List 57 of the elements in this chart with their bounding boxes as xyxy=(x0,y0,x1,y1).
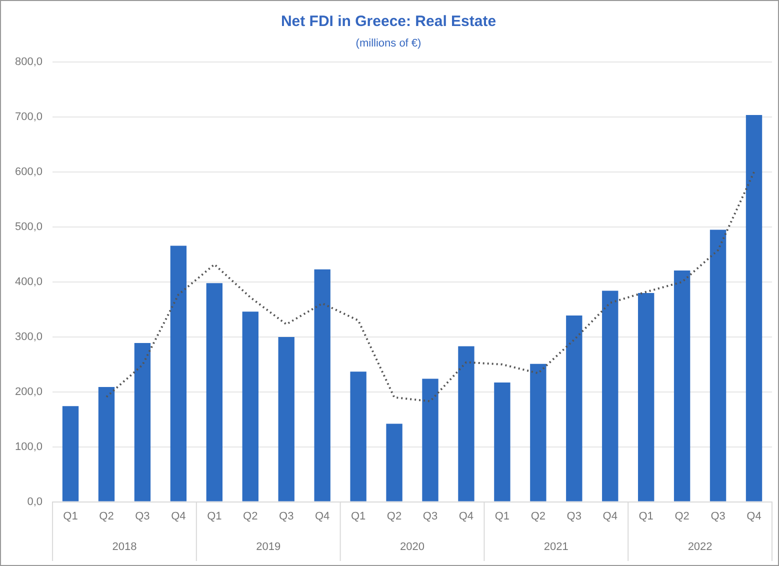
x-tick-label: Q3 xyxy=(279,510,294,522)
text: 2020 xyxy=(400,541,425,554)
x-tick-label: Q2 xyxy=(243,510,258,522)
x-tick-label: Q1 xyxy=(638,510,654,522)
x-tick-label: Q4 xyxy=(602,510,618,522)
bar xyxy=(98,386,115,502)
x-tick-label: Q1 xyxy=(207,510,222,522)
bar xyxy=(674,270,690,502)
bar xyxy=(62,406,79,502)
bar xyxy=(710,230,726,502)
text: 2022 xyxy=(688,541,712,554)
chart-title: Net FDI in Greece: Real Estate xyxy=(280,13,496,30)
bar xyxy=(278,336,294,502)
bar xyxy=(242,312,258,502)
bar xyxy=(494,382,510,502)
x-tick-label: Q2 xyxy=(386,510,402,522)
y-tick-label: 700,0 xyxy=(14,111,43,124)
chart-subtitle: (millions of €) xyxy=(356,38,422,50)
y-tick-label: 0,0 xyxy=(27,496,43,508)
y-tick-label: 400,0 xyxy=(14,276,43,288)
x-tick-label: Q1 xyxy=(63,510,78,522)
bar xyxy=(386,424,402,502)
x-tick-label: Q4 xyxy=(458,510,474,522)
bar xyxy=(458,346,474,502)
bar xyxy=(170,246,187,502)
bar xyxy=(206,283,223,502)
y-tick-label: 200,0 xyxy=(14,386,43,398)
x-tick-label: Q3 xyxy=(710,510,726,522)
bar xyxy=(602,290,618,502)
x-tick-label: Q2 xyxy=(674,510,690,522)
bar xyxy=(638,292,654,502)
y-tick-label: 300,0 xyxy=(14,330,43,343)
x-tick-label: Q4 xyxy=(314,510,330,522)
y-tick-label: 500,0 xyxy=(14,221,43,234)
x-tick-label: Q3 xyxy=(135,510,150,522)
x-tick-label: Q4 xyxy=(746,510,762,522)
y-tick-label: 100,0 xyxy=(14,440,43,453)
x-tick-label: Q2 xyxy=(530,510,546,522)
x-tick-label: Q1 xyxy=(494,510,510,522)
x-tick-label: Q3 xyxy=(422,510,438,522)
y-tick-label: 600,0 xyxy=(14,166,43,178)
text: 2018 xyxy=(112,541,137,554)
y-tick-label: 800,0 xyxy=(14,56,43,68)
text: 2019 xyxy=(256,541,281,554)
bar xyxy=(566,316,582,502)
line-series xyxy=(105,171,756,402)
x-tick-label: Q2 xyxy=(99,510,114,522)
x-tick-label: Q3 xyxy=(566,510,582,522)
bar xyxy=(422,378,438,502)
text: 2021 xyxy=(544,541,568,554)
bar xyxy=(746,114,762,502)
x-tick-label: Q4 xyxy=(171,510,186,522)
bar xyxy=(530,364,546,502)
bar xyxy=(314,269,330,502)
bar xyxy=(134,342,151,502)
bar xyxy=(350,372,366,502)
x-tick-label: Q1 xyxy=(350,510,366,522)
